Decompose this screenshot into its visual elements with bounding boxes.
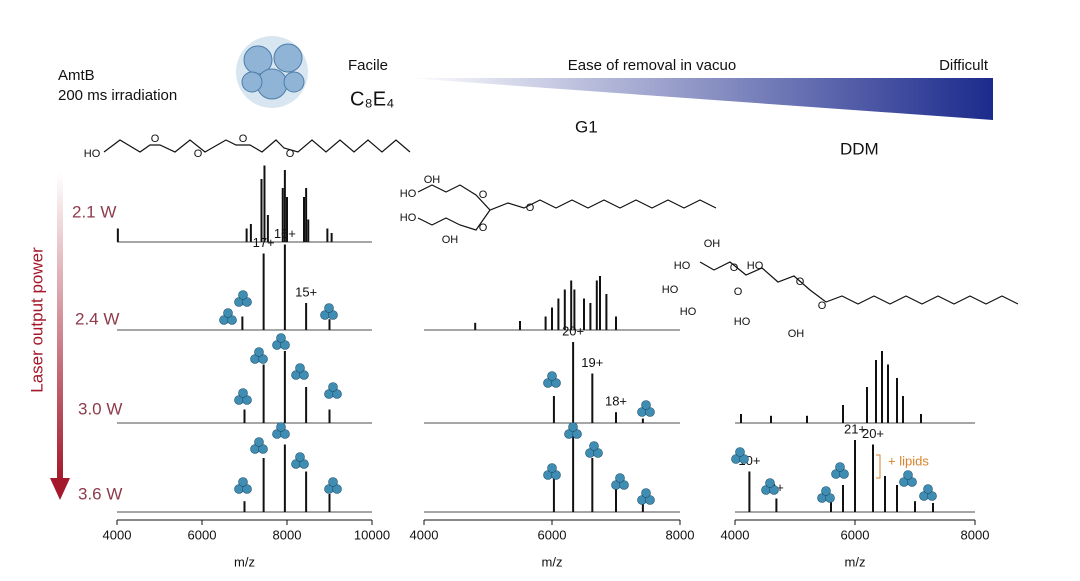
power-label: 3.0 W	[78, 399, 122, 418]
atom-label: HO	[734, 316, 751, 328]
power-label: 3.6 W	[78, 484, 122, 503]
x-tick-label: 10000	[354, 527, 390, 542]
atom-label: O	[818, 300, 827, 312]
cluster-icon	[835, 462, 845, 472]
x-tick-label: 8000	[273, 527, 302, 542]
cluster-icon	[295, 363, 305, 373]
atom-label: HO	[400, 212, 417, 224]
detergent-label: C₈E₄	[350, 88, 394, 110]
charge-label: 18+	[605, 394, 627, 409]
cluster-icon	[238, 388, 248, 398]
x-tick-label: 8000	[961, 527, 990, 542]
cluster-icon	[328, 382, 338, 392]
cluster-icon	[223, 308, 233, 318]
charge-label: 20+	[562, 323, 584, 338]
lipid-bracket	[876, 454, 881, 479]
difficult-label: Difficult	[939, 57, 989, 74]
atom-label: O	[194, 148, 203, 160]
x-tick-label: 6000	[188, 527, 217, 542]
atom-label: HO	[747, 260, 764, 272]
cluster-icon	[254, 437, 264, 447]
detergent-label: DDM	[840, 139, 879, 158]
atom-label: O	[730, 262, 739, 274]
cluster-icon	[641, 488, 651, 498]
charge-label: 19+	[581, 355, 603, 370]
x-tick-label: 4000	[103, 527, 132, 542]
atom-label: O	[151, 133, 160, 145]
cluster-icon	[254, 347, 264, 357]
cluster-icon	[821, 486, 831, 496]
laser-arrow-shaft	[57, 172, 63, 482]
cluster-icon	[276, 422, 286, 432]
x-axis-label: m/z	[845, 554, 866, 569]
cluster-icon	[547, 371, 557, 381]
cluster-icon	[276, 333, 286, 343]
laser-arrow-head	[50, 478, 70, 500]
charge-label: 17+	[253, 235, 275, 250]
atom-label: OH	[788, 328, 805, 340]
ddm-skeleton	[699, 261, 1019, 305]
g1-skeleton-2	[417, 209, 491, 231]
power-label: 2.1 W	[72, 202, 116, 221]
atom-label: O	[286, 148, 295, 160]
atom-label: O	[734, 286, 743, 298]
x-axis-label: m/z	[234, 554, 255, 569]
atom-label: OH	[704, 238, 721, 250]
x-tick-label: 8000	[666, 527, 695, 542]
charge-label: 20+	[862, 426, 884, 441]
atom-label: O	[796, 276, 805, 288]
c8e4-skeleton	[103, 139, 411, 153]
lipid-annotation: + lipids	[888, 453, 929, 468]
g1-skeleton	[417, 184, 717, 211]
cluster-icon	[295, 452, 305, 462]
cluster-icon	[641, 400, 651, 410]
cluster-icon	[765, 478, 775, 488]
x-axis-label: m/z	[542, 554, 563, 569]
protein: AmtB	[58, 67, 95, 84]
cluster-icon	[615, 473, 625, 483]
atom-label: O	[239, 133, 248, 145]
atom-label: OH	[442, 234, 459, 246]
cluster-icon	[238, 477, 248, 487]
x-tick-label: 6000	[538, 527, 567, 542]
atom-label: HO	[674, 260, 691, 272]
atom-label: OH	[424, 174, 441, 186]
protein-icon	[236, 36, 308, 108]
facile-label: Facile	[348, 57, 388, 74]
atom-label: HO	[84, 148, 101, 160]
charge-label: 16+	[274, 226, 296, 241]
x-tick-label: 6000	[841, 527, 870, 542]
cluster-icon	[568, 422, 578, 432]
atom-label: O	[479, 222, 488, 234]
cluster-icon	[328, 477, 338, 487]
cluster-icon	[547, 463, 557, 473]
detergent-label: G1	[575, 117, 598, 136]
cluster-icon	[324, 303, 334, 313]
atom-label: HO	[400, 188, 417, 200]
cluster-icon	[238, 290, 248, 300]
atom-label: HO	[680, 306, 697, 318]
condition: 200 ms irradiation	[58, 87, 177, 104]
charge-label: 15+	[295, 284, 317, 299]
atom-label: O	[479, 189, 488, 201]
gradient-label: Ease of removal in vacuo	[568, 57, 736, 74]
x-tick-label: 4000	[721, 527, 750, 542]
cluster-icon	[589, 441, 599, 451]
cluster-icon	[735, 447, 745, 457]
cluster-icon	[903, 470, 913, 480]
cluster-icon	[923, 484, 933, 494]
x-tick-label: 4000	[410, 527, 439, 542]
charge-label: 21+	[844, 421, 866, 436]
power-label: 2.4 W	[75, 309, 119, 328]
y-axis-label: Laser output power	[27, 247, 46, 393]
atom-label: HO	[662, 284, 679, 296]
atom-label: O	[526, 202, 535, 214]
gradient-wedge	[407, 78, 993, 120]
